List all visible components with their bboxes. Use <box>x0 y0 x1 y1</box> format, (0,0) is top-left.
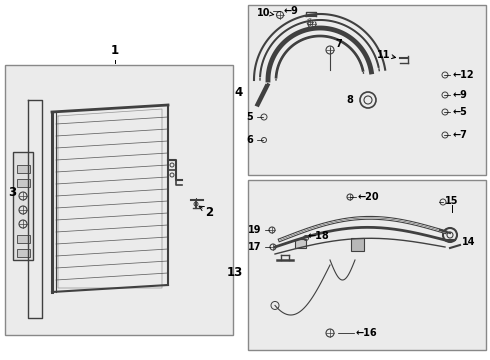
Text: ←18: ←18 <box>308 231 330 241</box>
FancyBboxPatch shape <box>17 234 29 243</box>
Text: ←9: ←9 <box>453 90 468 100</box>
Text: 19: 19 <box>247 225 261 235</box>
FancyBboxPatch shape <box>350 238 364 251</box>
FancyBboxPatch shape <box>17 248 29 256</box>
Text: ←20: ←20 <box>358 192 380 202</box>
Text: 5: 5 <box>246 112 253 122</box>
Text: 15: 15 <box>445 196 459 206</box>
Text: 4: 4 <box>235 86 243 99</box>
FancyBboxPatch shape <box>294 239 305 248</box>
Text: 14: 14 <box>462 237 475 247</box>
Text: 7: 7 <box>335 39 342 49</box>
FancyBboxPatch shape <box>5 65 233 335</box>
FancyBboxPatch shape <box>248 5 486 175</box>
FancyBboxPatch shape <box>13 152 33 260</box>
Text: ←7: ←7 <box>453 130 468 140</box>
Text: 8: 8 <box>346 95 353 105</box>
Text: ←12: ←12 <box>453 70 475 80</box>
Text: 6: 6 <box>246 135 253 145</box>
Text: ←9: ←9 <box>284 6 299 16</box>
Text: 10: 10 <box>257 8 274 18</box>
FancyBboxPatch shape <box>17 165 29 172</box>
Text: ←16: ←16 <box>356 328 378 338</box>
Text: 3: 3 <box>8 185 16 198</box>
Text: 1: 1 <box>111 44 119 57</box>
FancyBboxPatch shape <box>17 179 29 186</box>
Text: 11: 11 <box>376 50 395 60</box>
Text: ←5: ←5 <box>453 107 468 117</box>
Text: 2: 2 <box>199 206 213 219</box>
Text: 17: 17 <box>247 242 261 252</box>
Text: 13: 13 <box>227 266 243 279</box>
FancyBboxPatch shape <box>248 180 486 350</box>
